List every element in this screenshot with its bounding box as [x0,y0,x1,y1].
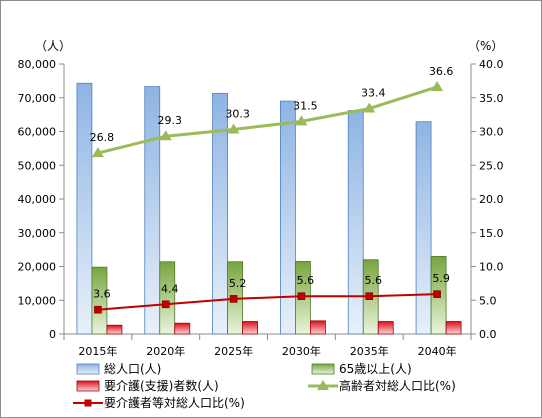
elderly-ratio-data-label: 29.3 [158,114,183,127]
care-ratio-marker [433,290,441,298]
elderly-ratio-marker [295,115,308,126]
x-tick-label: 2015年 [78,344,117,358]
x-tick-label: 2030年 [282,344,321,358]
right-tick-label: 5.0 [479,294,497,307]
bar-care-required [174,322,191,335]
legend-label: 要介護者等対総人口比(%) [104,395,245,410]
elderly-ratio-data-label: 33.4 [361,87,386,100]
right-tick-label: 10.0 [479,261,504,274]
bar-care-required [445,321,462,335]
legend-triangle-marker [317,380,329,390]
lines: 26.8 29.3 30.3 31.5 33.4 36.6 3.6 4.4 5.2 5.6 5.6 5… [90,65,454,314]
left-tick-label: 10,000 [18,294,57,307]
legend-label: 総人口(人) [104,362,161,376]
right-tick-label: 0.0 [479,328,497,341]
left-tick-label: 50,000 [18,159,57,172]
bar-total-population [347,110,364,335]
elderly-ratio-marker [227,123,240,134]
bar-care-required [377,321,394,335]
care-ratio-data-label: 4.4 [161,282,179,295]
x-tick-label: 2025年 [214,344,253,358]
legend-label: 要介護(支援)者数(人) [104,378,219,393]
elderly-ratio-data-label: 30.3 [225,107,250,120]
elderly-ratio-marker [363,102,376,113]
right-axis-unit: （%） [468,39,503,53]
care-ratio-data-label: 5.9 [432,272,450,285]
bar-care-required [310,320,326,335]
bar-total-population [76,82,93,335]
legend-swatch [76,380,100,392]
x-tick-label: 2035年 [350,344,389,358]
legend-label: 高齢者対総人口比(%) [339,378,456,393]
bar-total-population [280,100,296,335]
legend-age65-over: 65歳以上(人) [311,362,412,376]
care-ratio-line [97,293,438,311]
right-tick-label: 20.0 [479,193,504,206]
legend-label: 65歳以上(人) [339,362,412,376]
legend-swatch [76,363,100,375]
elderly-ratio-marker [91,147,104,158]
legend-care-required: 要介護(支援)者数(人) [76,378,219,393]
care-ratio-marker [161,300,170,309]
bar-care-required [242,321,258,335]
bar-total-population [144,86,161,335]
left-axis-unit: （人） [35,39,71,53]
left-tick-label: 30,000 [18,227,57,240]
elderly-ratio-data-label: 26.8 [90,131,115,144]
bars [76,82,462,335]
legend-swatch [311,363,335,375]
left-tick-label: 70,000 [18,92,57,105]
care-ratio-marker [229,295,238,303]
right-tick-label: 35.0 [479,92,504,105]
legend-care-ratio: 要介護者等対総人口比(%) [73,395,245,410]
right-tick-label: 40.0 [479,58,504,71]
legend-total-population: 総人口(人) [76,362,161,376]
bar-total-population [415,121,432,335]
bar-age65-over [159,261,176,335]
elderly-ratio-marker [159,130,172,141]
legend-elderly-ratio: 高齢者対総人口比(%) [308,378,456,393]
elderly-ratio-marker [431,80,444,91]
x-axis-labels: 2015年 2020年 2025年 2030年 2035年 2040年 [78,344,456,358]
left-tick-label: 40,000 [18,193,57,206]
care-ratio-data-label: 5.2 [229,277,247,290]
right-tick-label: 25.0 [479,159,504,172]
care-ratio-data-label: 5.6 [365,274,383,287]
care-ratio-data-label: 5.6 [297,274,315,287]
legend: 総人口(人) 65歳以上(人) 要介護(支援)者数(人) 高齢者対総人口比(%) 要介護… [73,362,456,410]
bar-age65-over [91,266,108,335]
bar-care-required [106,324,123,335]
legend-square-marker [84,399,92,407]
care-ratio-marker [297,292,306,301]
care-ratio-data-label: 3.6 [93,288,111,301]
axes: 0 10,000 20,000 30,000 40,000 50,000 60,000 70,… [18,58,504,341]
right-tick-label: 30.0 [479,126,504,139]
left-tick-label: 80,000 [18,58,57,71]
elderly-ratio-data-label: 31.5 [293,99,318,112]
right-tick-label: 15.0 [479,227,504,240]
left-tick-label: 0 [49,328,56,341]
bar-total-population [212,92,228,335]
elderly-ratio-line [97,85,438,155]
x-tick-label: 2020年 [146,344,185,358]
care-ratio-marker [365,292,374,301]
elderly-ratio-data-label: 36.6 [429,65,454,78]
left-tick-label: 60,000 [18,126,57,139]
left-tick-label: 20,000 [18,261,57,274]
x-tick-label: 2040年 [418,344,457,358]
care-ratio-marker [94,305,102,314]
